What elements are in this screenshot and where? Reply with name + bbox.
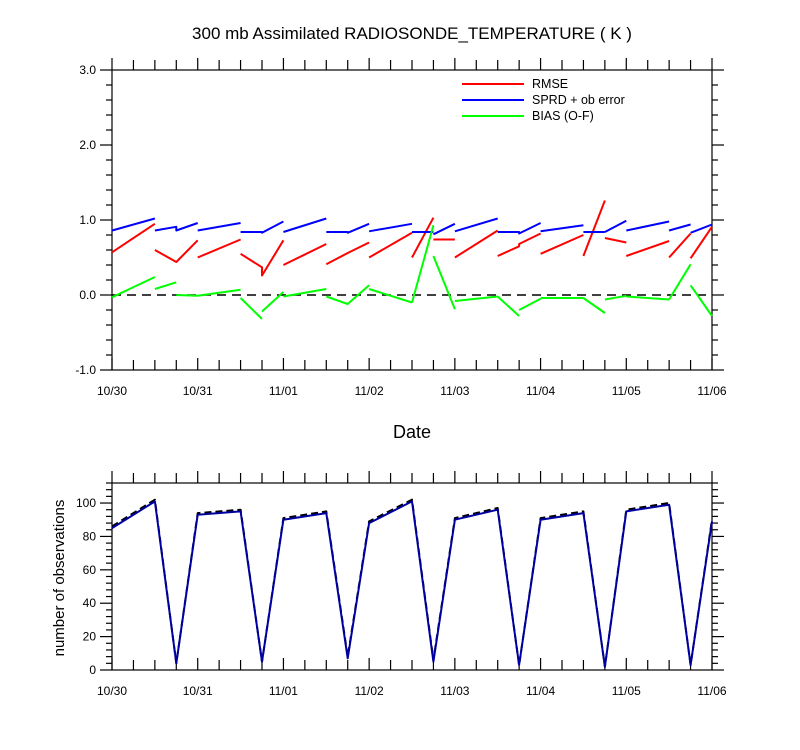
y-tick-label: 20 [83,630,97,644]
series-line-rmse [582,200,606,257]
y-tick-label: 2.0 [79,138,96,152]
series-line-sprd-ob-error [626,220,670,232]
series-line-sprd-ob-error [454,217,498,233]
series-line-sprd-ob-error [240,220,284,234]
x-tick-label: 11/02 [355,684,384,698]
series-line-rmse [604,237,627,244]
x-tick-label: 10/31 [183,684,213,698]
series-line-rmse [368,231,413,259]
series-line-bias-o-f [432,255,456,310]
x-tick-label: 11/02 [355,384,384,398]
series-line-rmse [282,243,327,266]
x-tick-label: 11/05 [612,384,641,398]
legend-label: RMSE [532,77,568,91]
series-line-sprd-ob-error [368,222,413,233]
x-tick-label: 11/03 [440,684,469,698]
x-tick-label: 11/05 [612,684,641,698]
series-line-bias-o-f [368,288,413,304]
y-tick-label: 0 [89,663,96,677]
series-line-rmse [325,241,370,266]
chart-title: 300 mb Assimilated RADIOSONDE_TEMPERATUR… [192,24,632,43]
bottom-y-axis-label: number of observations [51,500,68,657]
plot-frame [111,482,713,671]
y-tick-label: 40 [83,596,97,610]
x-tick-label: 11/03 [440,384,469,398]
x-tick-label: 11/04 [526,684,555,698]
y-tick-label: 0.0 [79,288,96,302]
series-line-sprd-ob-error [690,223,713,234]
x-tick-label: 11/06 [697,384,726,398]
series-line-rmse [154,239,199,263]
series-line-sprd-ob-error [283,217,327,233]
x-tick-label: 10/31 [183,384,213,398]
legend-label: BIAS (O-F) [532,109,594,123]
series-line-rmse [540,234,584,255]
y-tick-label: 1.0 [79,213,96,227]
series-line-sprd-ob-error [604,219,627,233]
series-line-bias-o-f [689,284,713,317]
x-tick-label: 10/30 [97,684,127,698]
series-line-bias-o-f [518,297,542,311]
series-line-bias-o-f [411,225,435,303]
y-tick-label: 100 [76,496,96,510]
series-line-bias-o-f [582,297,606,314]
series-line-sprd-ob-error [154,222,199,232]
x-tick-label: 11/04 [526,384,555,398]
series-line-rmse [240,239,285,277]
series-line-sprd-ob-error [668,223,691,232]
series-line-rmse [197,238,241,259]
x-tick-label: 11/01 [269,684,298,698]
series-line-sprd-ob-error [540,224,584,233]
series-line-sprd-ob-error [326,222,370,234]
series-line-sprd-ob-error [497,222,542,235]
series-line-rmse [111,222,156,254]
series-line-rmse [454,229,499,259]
series-line-bias-o-f [668,263,692,301]
y-tick-label: 3.0 [79,63,96,77]
x-tick-label: 10/30 [97,384,127,398]
legend: RMSE SPRD + ob error BIAS (O-F) [462,77,625,123]
series-line-sprd-ob-error [432,222,456,236]
series-line-solid-1 [111,500,713,668]
top-plot: 10/30 10/31 11/01 11/02 11/03 11/04 11/05 11/06… [75,58,727,398]
series-line-rmse [689,226,713,259]
series-line-sprd-ob-error [111,217,156,232]
x-tick-label: 11/06 [697,684,726,698]
series-line-rmse [625,240,670,257]
legend-label: SPRD + ob error [532,93,625,107]
y-tick-label: 80 [83,529,97,543]
series-line-bias-o-f [154,281,177,290]
series-line-dashed-0 [111,498,713,668]
series-line-bias-o-f [111,276,156,299]
series-line-rmse [668,232,692,259]
series-line-bias-o-f [325,284,370,305]
series-line-rmse [497,232,542,257]
series-line-bias-o-f [283,288,327,298]
plot-frame [111,69,713,371]
series-line-bias-o-f [626,295,670,301]
series-line-bias-o-f [497,295,520,317]
top-x-axis-label: Date [393,422,431,442]
series-line-bias-o-f [454,295,498,302]
y-tick-label: 60 [83,563,97,577]
x-tick-label: 11/01 [269,384,298,398]
series-line-bias-o-f [176,288,241,297]
series-line-sprd-ob-error [197,222,241,232]
series-line-bias-o-f [604,294,627,301]
bottom-plot: 10/30 10/31 11/01 11/02 11/03 11/04 11/05 11/06… [76,471,727,698]
series-line-bias-o-f [239,297,263,320]
series-line-bias-o-f [261,291,285,313]
y-tick-label: -1.0 [75,363,96,377]
series-line-rmse [411,217,435,258]
